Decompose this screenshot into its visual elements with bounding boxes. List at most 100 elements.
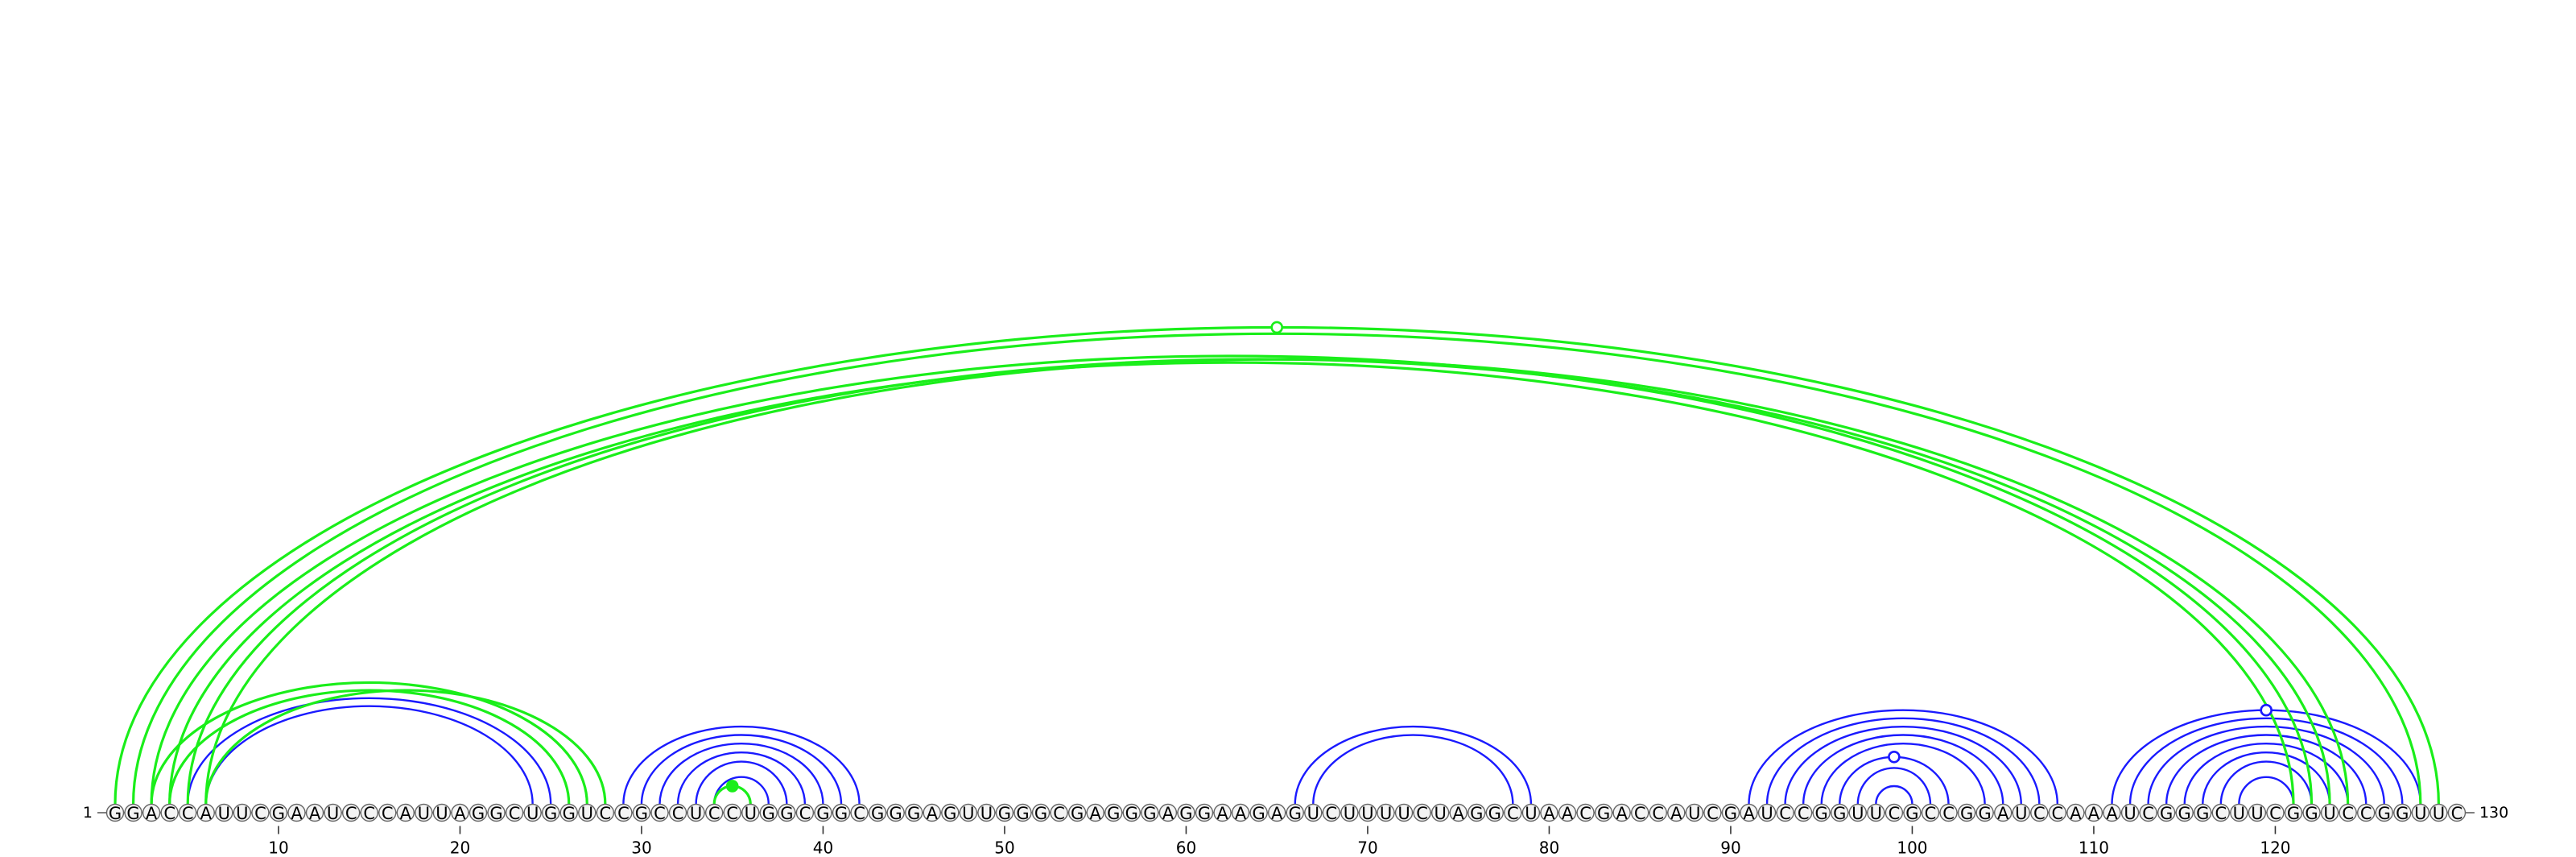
arc-green-6-28 <box>204 689 607 805</box>
nucleotide-115: G <box>2175 803 2194 823</box>
nucleotide-67-letter: U <box>1307 804 1319 823</box>
nucleotide-47: G <box>941 803 960 823</box>
nucleotide-108-circle <box>2048 803 2067 822</box>
nucleotide-122-circle <box>2302 803 2321 822</box>
nucleotide-34: C <box>704 803 724 823</box>
arc-blue-97-101 <box>1856 767 1932 805</box>
nucleotide-69: U <box>1340 803 1359 823</box>
nucleotide-108: C <box>2048 803 2067 823</box>
nucleotide-84-letter: A <box>1616 804 1628 823</box>
nucleotide-79: U <box>1521 803 1541 823</box>
nucleotide-43-circle <box>868 803 887 822</box>
nucleotide-16: C <box>378 803 397 823</box>
nucleotide-121: G <box>2284 803 2303 823</box>
nucleotide-74: U <box>1430 803 1450 823</box>
nucleotide-37: G <box>759 803 778 823</box>
nucleotide-122: G <box>2302 803 2321 823</box>
nucleotide-52: G <box>1031 803 1051 823</box>
nucleotide-33: U <box>687 803 705 823</box>
tick-label-50: 50 <box>994 838 1014 857</box>
nucleotide-130-letter: C <box>2451 804 2463 823</box>
nucleotide-22-circle <box>487 803 506 822</box>
nucleotide-87-letter: A <box>1670 804 1682 823</box>
nucleotide-25-circle <box>542 803 560 822</box>
nucleotide-5-circle <box>178 803 197 822</box>
nucleotide-118-circle <box>2230 803 2248 822</box>
nucleotide-35-circle <box>723 803 741 822</box>
nucleotide-63: A <box>1231 803 1250 823</box>
nucleotide-14: C <box>341 803 361 823</box>
nucleotide-10-letter: G <box>272 804 285 823</box>
arc-blue-66-79 <box>1294 725 1533 805</box>
nucleotide-77-circle <box>1485 803 1505 822</box>
nucleotide-108-letter: C <box>2052 804 2064 823</box>
nucleotide-124: C <box>2339 803 2357 823</box>
nucleotide-16-circle <box>378 803 397 822</box>
nucleotide-105-letter: A <box>1997 804 2009 823</box>
nucleotide-9-letter: C <box>254 804 266 823</box>
nucleotide-2-circle <box>124 803 142 822</box>
nucleotide-56-circle <box>1104 803 1123 822</box>
nucleotide-18-letter: U <box>418 804 430 823</box>
nucleotide-95-circle <box>1812 803 1831 822</box>
nucleotide-125-letter: C <box>2360 804 2372 823</box>
nucleotide-106-letter: U <box>2015 804 2027 823</box>
nucleotide-41: G <box>832 803 851 823</box>
nucleotide-82-circle <box>1576 803 1595 822</box>
nucleotide-44: G <box>886 803 905 823</box>
arc-blue-5-25 <box>187 697 552 805</box>
nucleotide-6-letter: A <box>200 804 213 823</box>
arc-green-4-26 <box>168 689 571 805</box>
nucleotide-30-letter: G <box>635 804 648 823</box>
nucleotide-1-letter: G <box>109 804 122 823</box>
nucleotide-33-letter: U <box>690 804 702 823</box>
nucleotide-20-circle <box>451 803 469 822</box>
nucleotide-119-circle <box>2248 803 2267 822</box>
nucleotide-106-circle <box>2012 803 2030 822</box>
nucleotide-48: U <box>959 803 978 823</box>
arc-blue-91-108 <box>1748 709 2059 805</box>
nucleotide-43-letter: G <box>871 804 884 823</box>
nucleotide-24-letter: U <box>526 804 539 823</box>
nucleotide-62-circle <box>1213 803 1232 822</box>
nucleotide-103-letter: G <box>1960 804 1973 823</box>
arc-blue-6-24 <box>204 705 534 805</box>
nucleotide-15-letter: C <box>363 804 375 823</box>
arc-blue-31-40 <box>658 742 824 805</box>
tick-label-80: 80 <box>1539 838 1559 857</box>
nucleotide-59-letter: A <box>1162 804 1174 823</box>
nucleotide-93-letter: C <box>1779 804 1791 823</box>
nucleotide-109-circle <box>2066 803 2085 822</box>
nucleotide-31-circle <box>650 803 669 822</box>
nucleotide-104-letter: G <box>1979 804 1992 823</box>
nucleotide-70-letter: U <box>1361 804 1373 823</box>
nucleotide-117-letter: C <box>2215 804 2227 823</box>
nucleotide-64-circle <box>1249 803 1268 822</box>
nucleotide-48-circle <box>959 803 978 822</box>
nucleotide-86-circle <box>1649 803 1667 822</box>
sequence-start-label: 1 <box>83 804 93 822</box>
nucleotide-67-circle <box>1304 803 1323 822</box>
nucleotide-95: G <box>1812 803 1831 823</box>
nucleotide-40: G <box>814 803 832 823</box>
nucleotide-62-letter: A <box>1216 804 1228 823</box>
nucleotide-35: C <box>723 803 741 823</box>
nucleotide-28: C <box>596 803 615 823</box>
nucleotide-91: A <box>1740 803 1758 823</box>
nucleotide-85-circle <box>1630 803 1649 822</box>
nucleotide-126-circle <box>2375 803 2393 822</box>
nucleotide-25-letter: G <box>544 804 557 823</box>
nucleotide-83: G <box>1594 803 1613 823</box>
nucleotide-17-letter: A <box>400 804 412 823</box>
nucleotide-74-circle <box>1430 803 1450 822</box>
nucleotide-84: A <box>1612 803 1631 823</box>
nucleotide-60: G <box>1177 803 1195 823</box>
nucleotide-44-circle <box>886 803 905 822</box>
nucleotide-29: C <box>614 803 633 823</box>
nucleotide-80: A <box>1540 803 1558 823</box>
nucleotide-92-letter: U <box>1761 804 1773 823</box>
nucleotide-123-letter: U <box>2323 804 2335 823</box>
nucleotide-1-circle <box>105 803 125 822</box>
nucleotide-30: G <box>632 803 651 823</box>
nucleotide-124-letter: C <box>2342 804 2354 823</box>
